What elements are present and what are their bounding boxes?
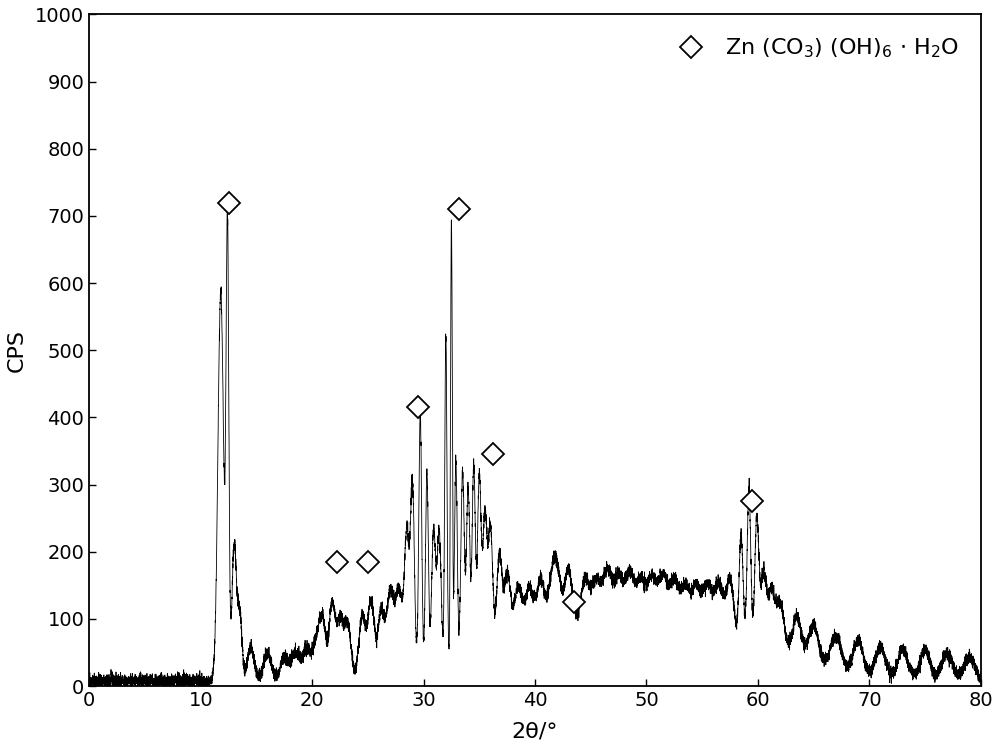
- Y-axis label: CPS: CPS: [7, 329, 27, 372]
- X-axis label: 2θ/°: 2θ/°: [512, 721, 558, 741]
- Legend: Zn (CO$_3$) (OH)$_6$ $\cdot$ H$_2$O: Zn (CO$_3$) (OH)$_6$ $\cdot$ H$_2$O: [658, 25, 970, 71]
